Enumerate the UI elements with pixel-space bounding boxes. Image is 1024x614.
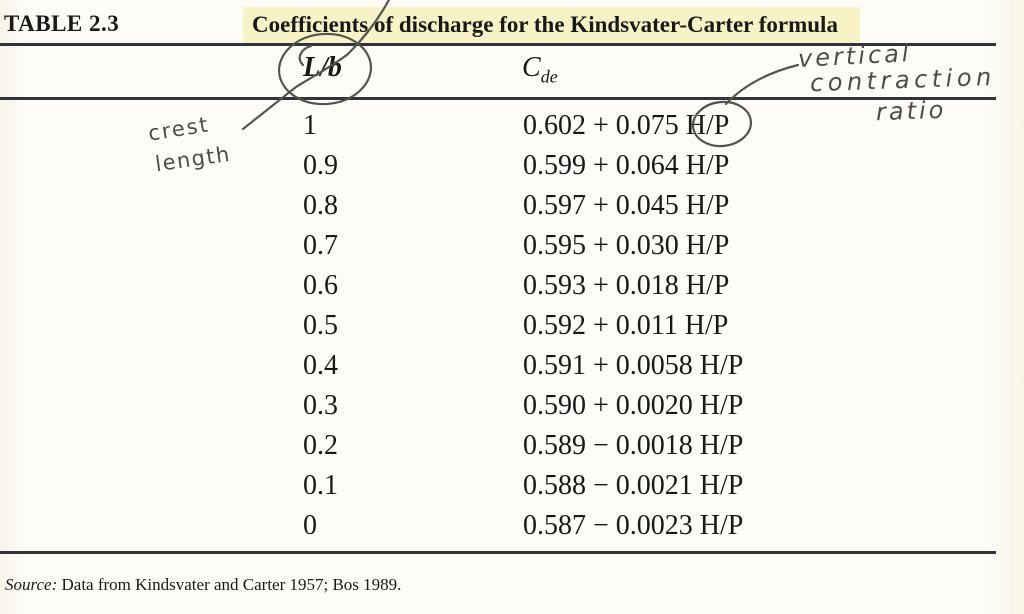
lb-value: 0.7 — [303, 230, 338, 261]
handwritten-contraction-label: contraction — [809, 62, 997, 98]
lb-value: 1 — [303, 110, 317, 141]
table-row: 0.6 0.593 + 0.018 H/P — [0, 266, 1024, 306]
table-number-label: TABLE 2.3 — [4, 11, 120, 36]
source-note: Source: Data from Kindsvater and Carter … — [5, 575, 401, 595]
table-row: 0.2 0.589 − 0.0018 H/P — [0, 426, 1024, 466]
table-bottom-rule — [0, 551, 996, 554]
table-row: 0.7 0.595 + 0.030 H/P — [0, 226, 1024, 266]
cde-formula: 0.589 − 0.0018 H/P — [523, 430, 744, 461]
column-header-cde: Cde — [522, 52, 558, 88]
source-text: Data from Kindsvater and Carter 1957; Bo… — [57, 575, 402, 594]
table-row: 0 0.587 − 0.0023 H/P — [0, 506, 1024, 546]
cde-formula: 0.587 − 0.0023 H/P — [523, 510, 744, 541]
table-row: 0.9 0.599 + 0.064 H/P — [0, 146, 1024, 186]
lb-value: 0.3 — [303, 390, 338, 421]
lb-value: 0.8 — [303, 190, 338, 221]
handwritten-ratio-label: ratio — [875, 95, 947, 127]
lb-value: 0.2 — [303, 430, 338, 461]
cde-formula: 0.595 + 0.030 H/P — [523, 230, 730, 261]
table-body: 1 0.602 + 0.075 H/P 0.9 0.599 + 0.064 H/P … — [0, 106, 1024, 546]
table-row: 0.5 0.592 + 0.011 H/P — [0, 306, 1024, 346]
lb-value: 0.4 — [303, 350, 338, 381]
cde-subscript: de — [540, 66, 558, 87]
cde-formula: 0.593 + 0.018 H/P — [523, 270, 730, 301]
lb-value: 0.9 — [303, 150, 338, 181]
lb-value: 0.6 — [303, 270, 338, 301]
cde-formula: 0.592 + 0.011 H/P — [523, 310, 729, 341]
lb-value: 0.5 — [303, 310, 338, 341]
column-header-lb: L/b — [303, 52, 342, 83]
lb-value: 0 — [303, 510, 317, 541]
cde-formula: 0.599 + 0.064 H/P — [523, 150, 730, 181]
table-row: 0.4 0.591 + 0.0058 H/P — [0, 346, 1024, 386]
cde-formula: 0.602 + 0.075 H/P — [523, 110, 730, 141]
cde-formula: 0.591 + 0.0058 H/P — [523, 350, 744, 381]
table-row: 0.3 0.590 + 0.0020 H/P — [0, 386, 1024, 426]
table-header-rule — [0, 97, 996, 100]
table-top-rule — [0, 43, 996, 46]
lb-value: 0.1 — [303, 470, 338, 501]
table-row: 0.8 0.597 + 0.045 H/P — [0, 186, 1024, 226]
cde-formula: 0.588 − 0.0021 H/P — [523, 470, 744, 501]
cde-formula: 0.597 + 0.045 H/P — [523, 190, 730, 221]
table-title-highlighted: Coefficients of discharge for the Kindsv… — [243, 7, 860, 45]
source-label: Source: — [5, 575, 58, 594]
cde-formula: 0.590 + 0.0020 H/P — [523, 390, 744, 421]
cde-symbol: C — [522, 52, 541, 83]
table-row: 0.1 0.588 − 0.0021 H/P — [0, 466, 1024, 506]
